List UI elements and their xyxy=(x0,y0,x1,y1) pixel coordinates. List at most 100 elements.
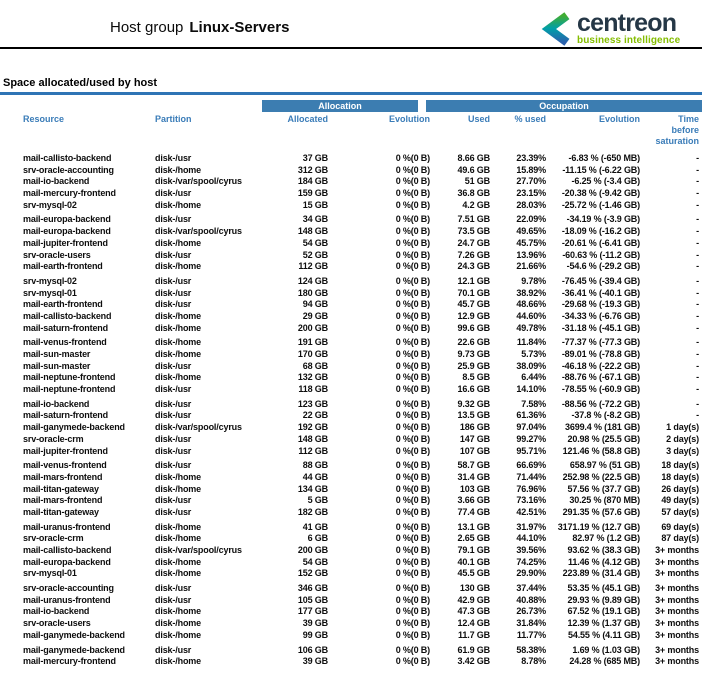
column-header-allocated: Allocated xyxy=(287,114,328,124)
cell-occupation-evolution: 3171.19 % (12.7 GB) xyxy=(557,521,640,532)
cell-allocation-evolution: 0 %(0 B) xyxy=(395,629,430,640)
table-row: mail-sun-master disk-/usr 68 GB 0 %(0 B)… xyxy=(0,361,702,373)
cell-pct-used: 38.92% xyxy=(516,287,546,298)
cell-partition: disk-/home xyxy=(155,372,202,383)
cell-time-before-saturation: - xyxy=(696,153,699,163)
cell-pct-used: 61.36% xyxy=(516,410,546,421)
cell-used: 130 GB xyxy=(459,583,490,594)
cell-resource: mail-mercury-frontend xyxy=(23,656,116,667)
cell-allocation-evolution: 0 %(0 B) xyxy=(395,337,430,348)
cell-time-before-saturation: 3+ months xyxy=(655,644,699,655)
table-row: mail-venus-frontend disk-/usr 88 GB 0 %(… xyxy=(0,460,702,472)
cell-used: 16.6 GB xyxy=(457,384,491,395)
table-row: mail-io-backend disk-/usr 123 GB 0 %(0 B… xyxy=(0,399,702,411)
cell-pct-used: 6.44% xyxy=(521,372,546,383)
cell-occupation-evolution: -20.38 % (-9.42 GB) xyxy=(561,188,640,199)
page-title: Host group Linux-Servers xyxy=(110,19,289,36)
cell-allocation-evolution: 0 %(0 B) xyxy=(395,521,430,532)
cell-resource: mail-neptune-frontend xyxy=(23,384,116,395)
brand-logo: centreon business intelligence xyxy=(541,11,680,47)
cell-time-before-saturation: 49 day(s) xyxy=(661,495,699,506)
cell-pct-used: 44.10% xyxy=(516,533,546,544)
cell-used: 11.7 GB xyxy=(458,629,490,640)
cell-used: 24.3 GB xyxy=(457,261,491,272)
cell-partition: disk-/usr xyxy=(155,460,192,471)
cell-time-before-saturation: 3+ months xyxy=(655,618,699,629)
cell-time-before-saturation: 57 day(s) xyxy=(661,506,699,517)
cell-allocated: 39 GB xyxy=(302,656,328,667)
cell-resource: mail-callisto-backend xyxy=(23,153,112,163)
cell-occupation-evolution: 53.35 % (45.1 GB) xyxy=(567,583,641,594)
cell-occupation-evolution: 658.97 % (51 GB) xyxy=(569,460,640,471)
cell-time-before-saturation: 1 day(s) xyxy=(666,422,699,433)
cell-pct-used: 95.71% xyxy=(516,445,546,456)
cell-occupation-evolution: 11.46 % (4.12 GB) xyxy=(568,556,640,567)
cell-allocated: 123 GB xyxy=(297,398,328,409)
table-row: mail-sun-master disk-/home 170 GB 0 %(0 … xyxy=(0,349,702,361)
table-row: mail-ganymede-backend disk-/usr 106 GB 0… xyxy=(0,645,702,657)
cell-used: 25.9 GB xyxy=(457,360,491,371)
cell-pct-used: 7.58% xyxy=(521,398,546,409)
cell-resource: mail-io-backend xyxy=(23,398,90,409)
table-row: mail-neptune-frontend disk-/home 132 GB … xyxy=(0,372,702,384)
table-row: mail-ganymede-backend disk-/home 99 GB 0… xyxy=(0,630,702,642)
cell-occupation-evolution: 223.89 % (31.4 GB) xyxy=(562,568,640,579)
table-body: mail-callisto-backend disk-/usr 37 GB 0 … xyxy=(0,153,702,668)
cell-allocation-evolution: 0 %(0 B) xyxy=(395,349,430,359)
table-row: mail-saturn-frontend disk-/home 200 GB 0… xyxy=(0,323,702,335)
cell-partition: disk-/var/spool/cyrus xyxy=(155,176,242,187)
cell-partition: disk-/usr xyxy=(155,506,192,517)
cell-pct-used: 13.96% xyxy=(516,249,546,260)
cell-partition: disk-/home xyxy=(155,471,202,482)
cell-resource: mail-ganymede-backend xyxy=(23,629,125,640)
cell-used: 45.7 GB xyxy=(457,299,491,310)
cell-occupation-evolution: 291.35 % (57.6 GB) xyxy=(562,506,640,517)
cell-allocated: 88 GB xyxy=(302,460,328,471)
cell-partition: disk-/usr xyxy=(155,594,192,605)
cell-time-before-saturation: 18 day(s) xyxy=(661,460,699,471)
cell-partition: disk-/home xyxy=(155,199,202,210)
cell-allocation-evolution: 0 %(0 B) xyxy=(395,433,430,444)
cell-time-before-saturation: - xyxy=(696,249,699,260)
cell-allocation-evolution: 0 %(0 B) xyxy=(395,533,430,544)
cell-allocated: 177 GB xyxy=(297,606,328,617)
table-row: mail-europa-backend disk-/usr 34 GB 0 %(… xyxy=(0,214,702,226)
cell-allocated: 346 GB xyxy=(297,583,328,594)
cell-allocation-evolution: 0 %(0 B) xyxy=(395,460,430,471)
cell-used: 51 GB xyxy=(464,176,490,187)
cell-allocation-evolution: 0 %(0 B) xyxy=(395,545,430,555)
table-row: mail-io-backend disk-/var/spool/cyrus 18… xyxy=(0,176,702,188)
cell-partition: disk-/usr xyxy=(155,644,192,655)
cell-allocated: 200 GB xyxy=(297,322,328,333)
cell-pct-used: 71.44% xyxy=(516,471,546,482)
cell-occupation-evolution: 3699.4 % (181 GB) xyxy=(565,422,640,433)
cell-pct-used: 97.04% xyxy=(516,422,546,433)
cell-occupation-evolution: -60.63 % (-11.2 GB) xyxy=(562,249,640,260)
cell-partition: disk-/home xyxy=(155,237,202,248)
cell-partition: disk-/usr xyxy=(155,433,192,444)
cell-allocation-evolution: 0 %(0 B) xyxy=(395,422,430,433)
cell-allocation-evolution: 0 %(0 B) xyxy=(395,176,430,187)
cell-partition: disk-/usr xyxy=(155,214,192,225)
cell-resource: mail-neptune-frontend xyxy=(23,372,116,383)
table-row: mail-jupiter-frontend disk-/home 54 GB 0… xyxy=(0,238,702,250)
cell-partition: disk-/home xyxy=(155,261,202,272)
table-row: mail-titan-gateway disk-/home 134 GB 0 %… xyxy=(0,484,702,496)
cell-pct-used: 73.16% xyxy=(516,495,546,506)
cell-partition: disk-/usr xyxy=(155,287,192,298)
cell-resource: mail-callisto-backend xyxy=(23,545,112,555)
cell-allocation-evolution: 0 %(0 B) xyxy=(395,606,430,617)
table-row: srv-oracle-accounting disk-/usr 346 GB 0… xyxy=(0,583,702,595)
cell-pct-used: 48.66% xyxy=(516,299,546,310)
cell-partition: disk-/usr xyxy=(155,384,192,395)
cell-occupation-evolution: -54.6 % (-29.2 GB) xyxy=(566,261,640,272)
cell-time-before-saturation: - xyxy=(696,398,699,409)
cell-time-before-saturation: 69 day(s) xyxy=(661,521,699,532)
section-title: Space allocated/used by host xyxy=(3,77,158,89)
cell-pct-used: 23.39% xyxy=(516,153,546,163)
table-row: mail-io-backend disk-/home 177 GB 0 %(0 … xyxy=(0,606,702,618)
cell-pct-used: 42.51% xyxy=(516,506,546,517)
cell-used: 3.42 GB xyxy=(457,656,491,667)
cell-used: 24.7 GB xyxy=(457,237,491,248)
cell-allocated: 94 GB xyxy=(302,299,328,310)
